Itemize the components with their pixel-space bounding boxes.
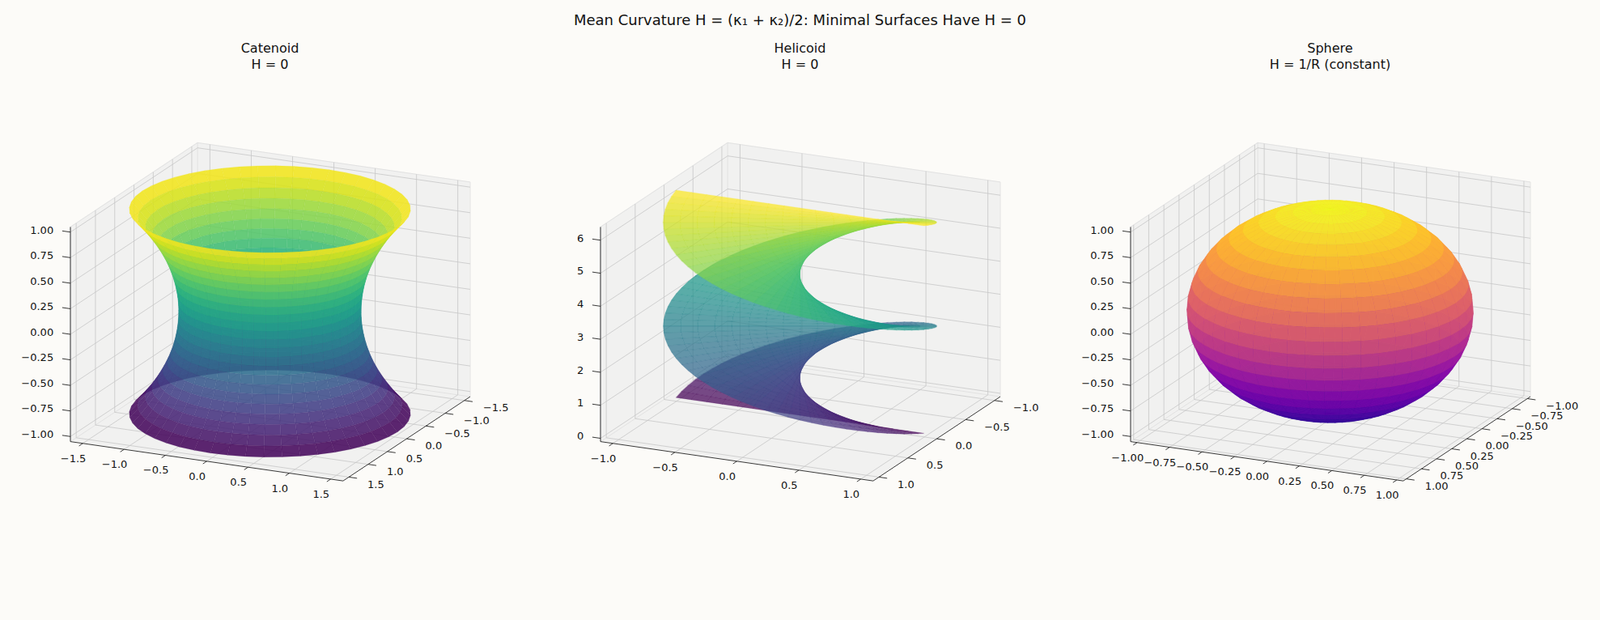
svg-text:−0.5: −0.5 [143,463,170,476]
html-text:Mean Curvature H = (κ₁ + κ₂)/2: Mean Curvature H = (κ₁ + κ₂)/2: Minimal … [573,11,1027,29]
svg-text:0.75: 0.75 [1090,249,1114,262]
svg-text:−0.5: −0.5 [984,420,1011,433]
svg-text:6: 6 [577,232,584,245]
svg-text:−0.75: −0.75 [1143,456,1176,469]
svg-text:1.5: 1.5 [367,478,385,491]
svg-text:−0.5: −0.5 [652,461,679,474]
svg-text:5: 5 [577,264,584,277]
svg-text:1.0: 1.0 [271,482,289,495]
svg-text:1.00: 1.00 [1375,488,1400,501]
svg-text:−0.25: −0.25 [1500,429,1533,442]
svg-text:−0.50: −0.50 [1176,460,1210,473]
svg-text:−1.0: −1.0 [1013,401,1040,414]
svg-text:1.0: 1.0 [386,465,404,478]
svg-text:0.0: 0.0 [718,470,736,483]
svg-text:−0.75: −0.75 [21,402,54,415]
svg-text:−0.5: −0.5 [444,427,471,440]
svg-text:0.25: 0.25 [1277,475,1302,488]
svg-text:−0.75: −0.75 [1081,402,1114,415]
svg-text:0.75: 0.75 [1343,483,1367,497]
svg-text:−1.5: −1.5 [60,452,87,465]
svg-text:0.00: 0.00 [1245,470,1269,483]
svg-text:4: 4 [577,297,584,310]
svg-text:1.00: 1.00 [1090,223,1114,236]
svg-text:0.00: 0.00 [1090,326,1114,339]
svg-text:0.5: 0.5 [229,475,247,489]
svg-text:2: 2 [577,364,584,377]
svg-text:0.00: 0.00 [29,326,54,339]
svg-text:−1.00: −1.00 [21,428,54,441]
html-text:H = 1/R (constant): H = 1/R (constant) [1269,56,1391,73]
svg-text:−0.75: −0.75 [1530,409,1564,422]
svg-text:−1.0: −1.0 [101,458,128,471]
svg-text:0.25: 0.25 [29,300,54,313]
svg-text:1.00: 1.00 [29,223,54,236]
svg-text:0.75: 0.75 [1440,469,1464,482]
svg-text:1.5: 1.5 [312,488,330,501]
svg-text:0.50: 0.50 [1090,275,1114,288]
svg-text:0.5: 0.5 [406,452,424,465]
svg-text:−1.5: −1.5 [483,401,510,414]
svg-text:−1.00: −1.00 [1081,428,1114,441]
svg-text:1: 1 [577,396,584,409]
svg-text:0.50: 0.50 [29,275,54,288]
svg-text:0.25: 0.25 [1090,300,1114,313]
svg-text:−1.0: −1.0 [590,452,617,465]
html-text:H = 0: H = 0 [781,56,819,73]
svg-text:−0.25: −0.25 [1081,351,1114,364]
svg-text:0.0: 0.0 [955,439,973,452]
svg-text:0.25: 0.25 [1470,449,1494,462]
svg-text:1.00: 1.00 [1425,479,1449,493]
svg-text:−0.50: −0.50 [1081,377,1114,390]
svg-text:0.50: 0.50 [1310,479,1334,492]
svg-text:0.00: 0.00 [1485,439,1509,452]
svg-text:1.0: 1.0 [897,478,915,491]
html-text:Catenoid: Catenoid [240,40,299,56]
html-text:H = 0: H = 0 [251,56,289,73]
html-text:Helicoid: Helicoid [774,40,826,56]
svg-text:0.50: 0.50 [1455,459,1479,472]
svg-text:−0.50: −0.50 [21,377,54,390]
svg-text:−1.00: −1.00 [1111,451,1144,464]
svg-text:0.75: 0.75 [29,249,54,262]
html-text:Sphere: Sphere [1307,40,1353,56]
svg-text:0.5: 0.5 [926,458,944,472]
svg-text:−0.50: −0.50 [1515,419,1549,432]
svg-text:0.0: 0.0 [425,439,443,452]
svg-text:1.0: 1.0 [842,488,860,501]
svg-text:3: 3 [577,331,584,344]
svg-text:0.5: 0.5 [780,479,798,492]
svg-text:−0.25: −0.25 [1209,465,1242,478]
svg-text:−1.00: −1.00 [1546,399,1579,412]
svg-text:0.0: 0.0 [188,470,206,483]
svg-text:0: 0 [577,429,584,442]
svg-text:−0.25: −0.25 [21,351,54,364]
svg-text:−1.0: −1.0 [463,414,490,427]
